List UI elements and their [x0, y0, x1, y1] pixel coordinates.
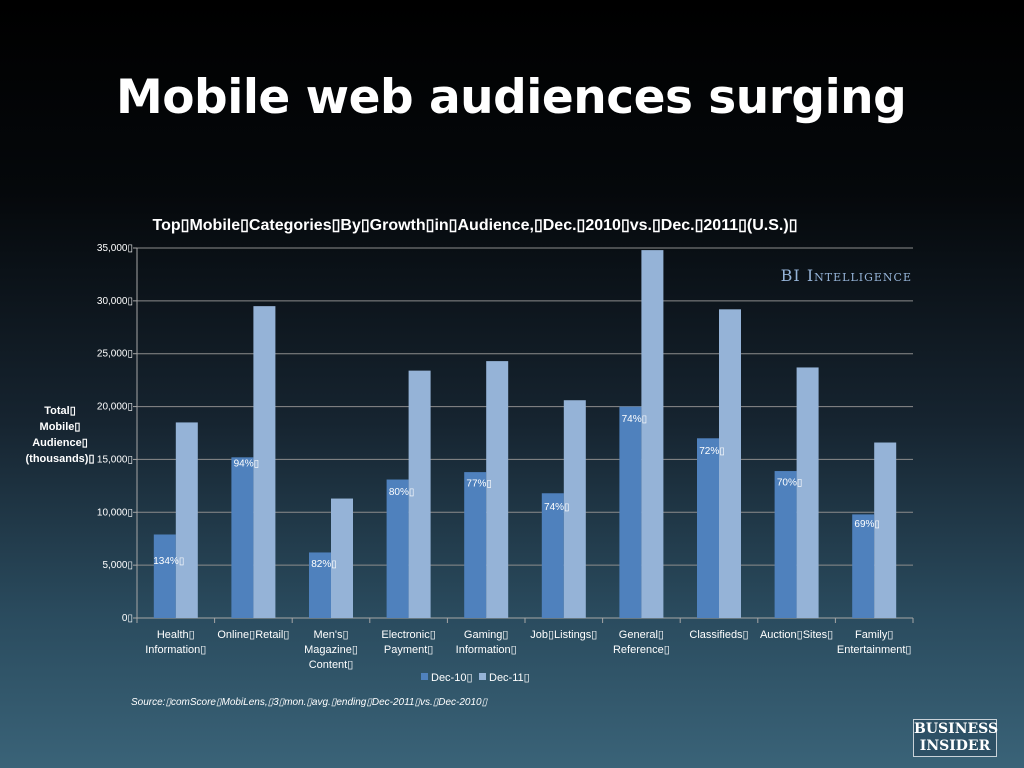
- bar-dec-11: [796, 367, 819, 618]
- bar-dec-10: [153, 534, 176, 618]
- legend: Dec-10▯ Dec-11▯: [421, 672, 530, 684]
- chart-title: Top▯Mobile▯Categories▯By▯Growth▯in▯Audie…: [153, 217, 798, 234]
- source-note: Source:▯comScore▯MobiLens,▯3▯mon.▯avg.▯e…: [131, 697, 488, 708]
- x-tick-label: Entertainment▯: [837, 644, 912, 656]
- x-tick-label: Electronic▯: [381, 629, 435, 641]
- y-tick-label: 35,000▯: [97, 243, 133, 254]
- business-insider-logo: BUSINESS INSIDER: [913, 719, 999, 757]
- x-tick-label: Reference▯: [613, 644, 670, 656]
- bar-dec-11: [331, 498, 353, 618]
- y-axis-label: Total▯ Mobile▯ Audience▯ (thousands)▯: [26, 405, 95, 465]
- bar-dec-10: [464, 472, 487, 618]
- growth-label: 72%▯: [699, 446, 725, 457]
- bar-dec-10: [774, 471, 797, 618]
- bar-dec-10: [231, 457, 254, 618]
- legend-swatch: [421, 673, 428, 680]
- bars: [153, 250, 897, 618]
- bar-dec-11: [641, 250, 664, 618]
- data-labels: 134%▯ 94%▯ 82%▯ 80%▯ 77%▯ 74%▯ 74%▯ 72%▯ 70%▯ 69%…: [153, 414, 880, 570]
- growth-label: 74%▯: [622, 414, 648, 425]
- x-tick-label: Magazine▯: [304, 644, 358, 656]
- y-axis-label-line: Audience▯: [32, 437, 88, 449]
- x-tick-label: General▯: [619, 629, 664, 641]
- legend-label: Dec-10▯: [431, 672, 473, 684]
- y-tick-label: 15,000▯: [97, 454, 133, 465]
- bar-dec-10: [386, 479, 409, 618]
- y-tick-label: 0▯: [122, 613, 133, 624]
- bar-dec-11: [175, 422, 198, 618]
- bar-dec-11: [253, 306, 276, 618]
- growth-label: 80%▯: [389, 487, 415, 498]
- y-axis-label-line: Total▯: [44, 405, 76, 417]
- bi-intelligence-watermark: BI Intelligence: [781, 266, 912, 285]
- bar-dec-11: [486, 361, 509, 618]
- x-tick-label: Payment▯: [384, 644, 433, 656]
- legend-label: Dec-11▯: [489, 672, 530, 684]
- x-tick-label: Gaming▯: [464, 629, 509, 641]
- x-tick-label: Family▯: [855, 629, 893, 641]
- x-tick-label: Job▯Listings▯: [530, 629, 597, 641]
- slide-title: Mobile web audiences surging: [116, 70, 907, 125]
- logo-line-1: BUSINESS: [914, 721, 999, 737]
- x-tick-label: Health▯: [157, 629, 195, 641]
- growth-label: 74%▯: [544, 502, 570, 513]
- legend-swatch: [479, 673, 486, 680]
- growth-label: 70%▯: [777, 478, 803, 489]
- growth-label: 94%▯: [234, 459, 260, 470]
- growth-label: 134%▯: [153, 556, 184, 567]
- bar-dec-10: [697, 438, 719, 618]
- y-tick-label: 5,000▯: [102, 560, 133, 571]
- bar-dec-11: [563, 400, 586, 618]
- bar-dec-10: [541, 493, 564, 618]
- x-tick-label: Information▯: [145, 644, 206, 656]
- y-tick-label: 25,000▯: [97, 349, 133, 360]
- y-axis-ticks: 0▯ 5,000▯ 10,000▯ 15,000▯ 20,000▯ 25,000▯ 30,0…: [97, 243, 133, 624]
- bar-dec-10: [619, 406, 642, 618]
- x-tick-label: Online▯Retail▯: [217, 629, 289, 641]
- growth-label: 69%▯: [854, 519, 880, 530]
- growth-label: 82%▯: [311, 559, 337, 570]
- x-tick-label: Classifieds▯: [689, 629, 748, 641]
- y-axis-label-line: Mobile▯: [40, 421, 81, 433]
- x-tick-label: Information▯: [456, 644, 517, 656]
- growth-label: 77%▯: [466, 479, 492, 490]
- y-tick-label: 10,000▯: [97, 507, 133, 518]
- bar-dec-10: [852, 514, 875, 618]
- y-axis-label-line: (thousands)▯: [26, 453, 95, 465]
- bar-dec-10: [309, 552, 331, 618]
- y-tick-label: 20,000▯: [97, 402, 133, 413]
- y-tick-label: 30,000▯: [97, 296, 133, 307]
- x-tick-label: Auction▯Sites▯: [760, 629, 833, 641]
- bar-dec-11: [408, 370, 431, 618]
- x-tick-label: Men's▯: [313, 629, 348, 641]
- x-tick-label: Content▯: [309, 659, 354, 671]
- bar-dec-11: [874, 442, 897, 618]
- logo-line-2: INSIDER: [919, 738, 991, 754]
- x-axis-ticks: Health▯ Information▯ Online▯Retail▯ Men's▯ M…: [145, 629, 911, 671]
- bar-dec-11: [719, 309, 741, 618]
